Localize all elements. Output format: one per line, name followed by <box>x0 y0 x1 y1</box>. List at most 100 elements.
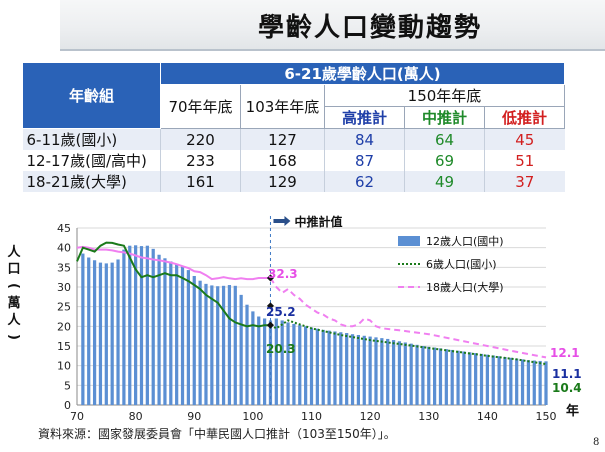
bar <box>98 262 103 405</box>
bar <box>221 285 226 405</box>
cell-mid: 64 <box>404 128 485 150</box>
bar <box>433 347 437 405</box>
legend-label: 12歲人口(國中) <box>426 234 504 248</box>
cell-v70: 220 <box>160 128 241 150</box>
bar <box>538 360 542 405</box>
data-point-marker <box>266 321 274 329</box>
table-row: 12-17歲(國/高中) 233 168 87 69 51 <box>22 150 565 171</box>
bar <box>104 263 108 405</box>
bar <box>462 351 466 405</box>
bar <box>397 341 402 405</box>
title-underline <box>60 49 605 51</box>
proj-mid-header: 中推計 <box>404 106 485 129</box>
bar <box>474 353 478 405</box>
bar <box>163 258 167 405</box>
bar <box>192 275 196 405</box>
legend-label: 6歲人口(國小) <box>426 257 497 271</box>
x-tick-label: 70 <box>70 410 84 423</box>
bar <box>151 248 155 405</box>
cell-v103: 129 <box>240 171 325 192</box>
annotation-12-at-150: 11.1 <box>552 367 582 381</box>
bar <box>262 318 267 405</box>
bar <box>286 322 290 405</box>
bar <box>456 350 460 405</box>
bar <box>503 357 507 405</box>
bar <box>520 359 525 405</box>
cell-v70: 161 <box>160 171 241 192</box>
cell-mid: 49 <box>404 171 485 192</box>
y-tick-label: 40 <box>57 242 71 255</box>
page-number: 8 <box>593 437 600 448</box>
bar <box>204 283 208 405</box>
y-axis-label-char: ) <box>6 334 21 340</box>
row-label: 6-11歲(國小) <box>22 128 161 150</box>
y-axis-label-char: 萬 <box>7 295 20 311</box>
bar <box>180 266 185 405</box>
col-header-150: 150年年底 <box>324 84 565 107</box>
x-tick-label: 100 <box>242 410 263 423</box>
cell-high: 84 <box>324 128 405 150</box>
bar <box>145 245 149 405</box>
bar <box>169 261 173 405</box>
bar <box>362 335 366 405</box>
cell-v103: 127 <box>240 128 325 150</box>
table-header-row: 年齡組 6-21歲學齡人口(萬人) <box>22 62 565 129</box>
bar <box>409 343 413 405</box>
cell-v70: 233 <box>160 150 241 171</box>
table-row: 18-21歲(大學) 161 129 62 49 37 <box>22 171 565 192</box>
bar <box>427 346 431 405</box>
bar <box>257 316 261 405</box>
table-subheader-row: 70年年底 103年年底 150年年底 <box>23 84 565 129</box>
y-tick-label: 10 <box>57 360 71 373</box>
cell-low: 51 <box>484 150 565 171</box>
cell-high: 62 <box>324 171 405 192</box>
title-bar: 學齡人口變動趨勢 <box>0 0 605 51</box>
data-point-marker <box>266 274 274 282</box>
table-projection-row: 高推計 中推計 低推計 <box>23 106 565 129</box>
bar <box>350 334 355 405</box>
x-tick-label: 130 <box>418 410 439 423</box>
bar <box>186 270 190 405</box>
y-tick-label: 25 <box>57 301 71 314</box>
bar <box>298 325 302 405</box>
group-header: 年齡組 <box>22 62 161 129</box>
bar <box>139 246 144 405</box>
y-axis-label-char: 人 <box>7 244 21 260</box>
bar <box>239 294 243 405</box>
bar <box>122 249 126 405</box>
data-point-marker <box>266 302 274 310</box>
bar <box>81 253 85 405</box>
col-header-70: 70年年底 <box>160 84 241 129</box>
row-label: 12-17歲(國/高中) <box>22 150 161 171</box>
bar <box>356 334 361 405</box>
line-6-historic <box>76 241 271 328</box>
y-tick-label: 20 <box>57 320 71 333</box>
x-tick-label: 120 <box>360 410 381 423</box>
bar <box>479 353 484 405</box>
x-tick-label: 140 <box>477 410 498 423</box>
bar <box>175 263 179 405</box>
row-label: 18-21歲(大學) <box>22 171 161 192</box>
bar <box>198 280 202 405</box>
bar <box>128 245 132 405</box>
annotation-18-at-103: 32.3 <box>268 267 298 281</box>
source-note: 資料來源：國家發展委員會「中華民國人口推計（103至150年）」。 <box>38 427 396 441</box>
chart-container: 0 5 10 15 20 25 30 35 40 45 70 80 90 100 110 120 130 140 1… <box>0 212 605 434</box>
bar <box>233 285 237 405</box>
bar <box>251 311 255 405</box>
population-chart: 0 5 10 15 20 25 30 35 40 45 70 80 90 100 110 120 130 140 1… <box>6 214 582 423</box>
cell-mid: 69 <box>404 150 485 171</box>
bar <box>532 360 536 405</box>
arrow-right-icon <box>273 216 291 226</box>
x-tick-label: 110 <box>301 410 322 423</box>
y-tick-label: 45 <box>57 222 71 235</box>
y-tick-label: 0 <box>64 399 71 412</box>
age-population-table: 年齡組 6-21歲學齡人口(萬人) 70年年底 103年年底 150年年底 高推… <box>22 62 565 192</box>
bar <box>304 326 308 405</box>
bar <box>509 357 513 405</box>
bar <box>315 328 319 405</box>
bar <box>110 262 114 405</box>
proj-high-header: 高推計 <box>324 106 405 129</box>
bar <box>321 329 325 405</box>
x-tick-label: 80 <box>129 410 143 423</box>
